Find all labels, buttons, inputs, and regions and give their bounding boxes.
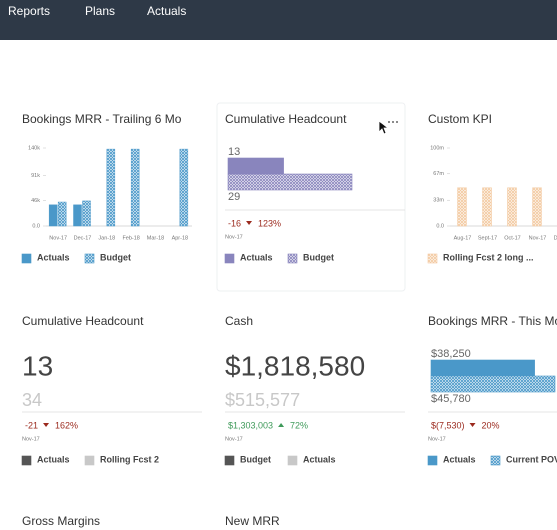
x-tick-label: Dec-17 (554, 235, 557, 241)
y-tick-label: 67m (433, 171, 444, 177)
secondary-figure: 34 (22, 390, 42, 410)
legend-swatch (21, 253, 32, 264)
legend-swatch (21, 455, 32, 466)
date: Nov-17 (225, 436, 243, 442)
card-title: Bookings MRR - This Month (428, 314, 557, 328)
legend-label: Actuals (37, 252, 70, 262)
nav-item[interactable]: Actuals (147, 4, 186, 18)
bar[interactable] (482, 187, 492, 227)
y-tick-label: 140k (28, 145, 40, 151)
variance: -21 (25, 420, 38, 430)
legend-swatch (427, 253, 438, 264)
bar[interactable] (106, 148, 116, 227)
card-title: Gross Margins (22, 514, 100, 528)
date: Nov-17 (428, 436, 446, 442)
value-label: 13 (228, 146, 240, 158)
card-title: Cumulative Headcount (225, 112, 347, 126)
legend-label: Rolling Fcst 2 (100, 454, 159, 464)
trend-arrow (43, 423, 50, 427)
x-tick-label: Sept-17 (478, 235, 497, 241)
legend-label: Actuals (240, 252, 273, 262)
legend-label: Actuals (443, 454, 476, 464)
x-tick-label: Nov-17 (49, 235, 67, 241)
primary-figure: $1,818,580 (225, 350, 365, 381)
chart-title: Bookings MRR - Trailing 6 Mo (22, 112, 182, 126)
card-hover (216, 102, 406, 292)
y-tick-label: 46k (31, 198, 40, 204)
x-tick-label: Dec-17 (74, 235, 92, 241)
menu-icon[interactable] (388, 121, 398, 123)
change: 20% (482, 420, 500, 430)
legend-label: Rolling Fcst 2 long ... (443, 252, 534, 262)
value-label: $45,780 (431, 393, 471, 405)
value-label: 29 (228, 191, 240, 203)
bar[interactable] (430, 359, 535, 377)
y-tick-label: 33m (433, 198, 444, 204)
bar[interactable] (57, 201, 67, 227)
x-tick-label: Mar-18 (147, 235, 164, 241)
variance: $(7,530) (431, 420, 465, 430)
bar[interactable] (532, 187, 542, 227)
date: Nov-17 (225, 234, 243, 240)
bar[interactable] (82, 200, 91, 227)
variance: -16 (228, 218, 241, 228)
card-title: New MRR (225, 514, 280, 528)
legend-label: Budget (240, 454, 271, 464)
change: 123% (258, 218, 281, 228)
bar[interactable] (130, 148, 140, 227)
value-label: $38,250 (431, 348, 471, 360)
x-tick-label: Apr-18 (172, 235, 189, 241)
date: Nov-17 (22, 436, 40, 442)
y-tick-label: 0.0 (32, 223, 40, 229)
bar[interactable] (430, 375, 556, 393)
legend-swatch (490, 455, 501, 466)
x-tick-label: Nov-17 (529, 235, 547, 241)
x-tick-label: Oct-17 (504, 235, 521, 241)
legend-swatch (287, 455, 298, 466)
x-tick-label: Jan-18 (98, 235, 115, 241)
bar[interactable] (48, 204, 58, 227)
legend-swatch (84, 253, 95, 264)
nav-item[interactable]: Reports (8, 4, 50, 18)
cursor (378, 120, 390, 135)
card-title: Cumulative Headcount (22, 314, 144, 328)
legend-swatch (224, 455, 235, 466)
legend-label: Actuals (303, 454, 336, 464)
change: 162% (55, 420, 78, 430)
legend-swatch (84, 455, 95, 466)
bar[interactable] (457, 187, 467, 227)
secondary-figure: $515,577 (225, 390, 300, 410)
chart-title: Custom KPI (428, 112, 492, 126)
trend-arrow (469, 423, 476, 427)
x-tick-label: Aug-17 (454, 235, 472, 241)
legend-swatch (224, 253, 235, 264)
legend-swatch (287, 253, 298, 264)
bar[interactable] (227, 157, 284, 175)
bar[interactable] (227, 173, 353, 191)
trend-arrow (246, 221, 253, 225)
legend-swatch (427, 455, 438, 466)
legend-label: Budget (100, 252, 131, 262)
nav-bar (0, 0, 557, 40)
legend-label: Current POV (506, 454, 557, 464)
card-title: Cash (225, 314, 253, 328)
x-tick-label: Feb-18 (122, 235, 139, 241)
y-tick-label: 91k (31, 173, 40, 179)
variance: $1,303,003 (228, 420, 273, 430)
bar[interactable] (73, 204, 82, 227)
primary-figure: 13 (22, 350, 53, 381)
legend-label: Budget (303, 252, 334, 262)
legend-label: Actuals (37, 454, 70, 464)
trend-arrow (278, 423, 285, 427)
bar[interactable] (507, 187, 517, 227)
nav-item[interactable]: Plans (85, 4, 115, 18)
bar[interactable] (179, 148, 189, 227)
y-tick-label: 100m (430, 145, 444, 151)
y-tick-label: 0.0 (436, 223, 444, 229)
change: 72% (290, 420, 308, 430)
